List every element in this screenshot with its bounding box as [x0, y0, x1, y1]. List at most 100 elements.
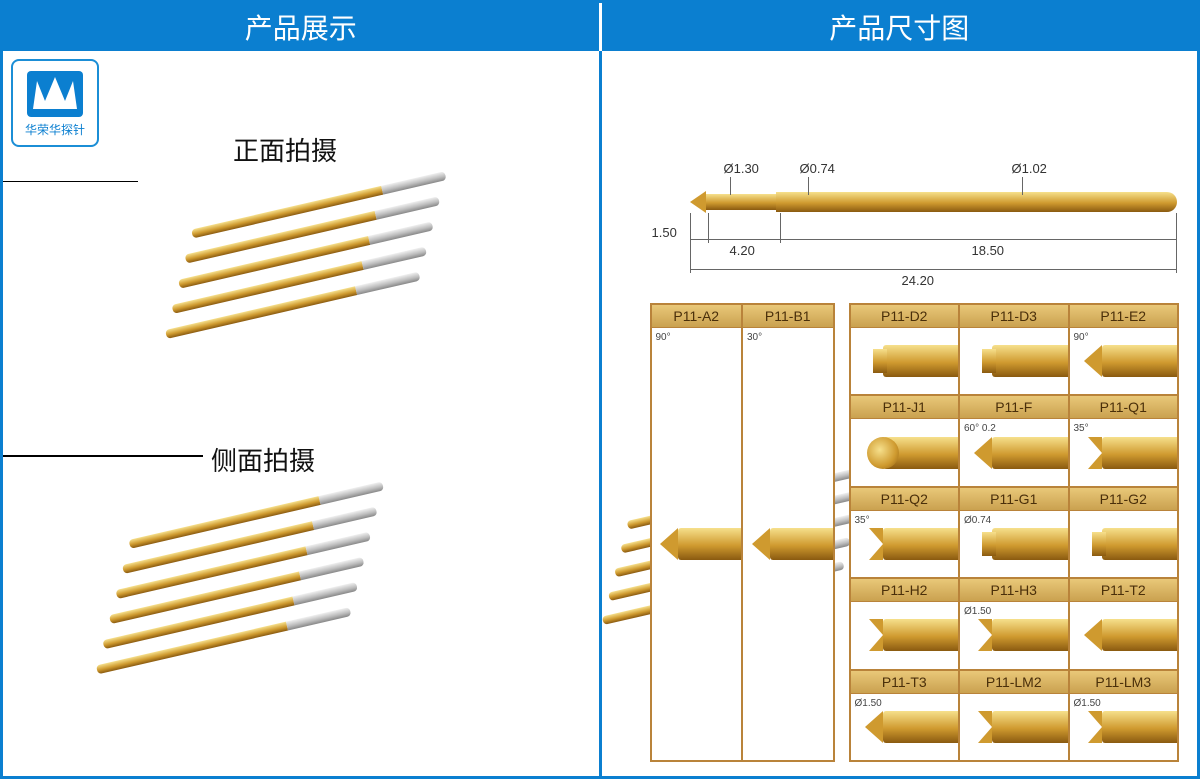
tip-grid: P11-D2 P11-D3 P11-E2 90° P11-J1: [849, 303, 1180, 762]
tip-cell: P11-J1: [850, 395, 960, 486]
tip-annotation: 35°: [1074, 423, 1089, 434]
tip-illustration: [851, 419, 959, 485]
tip-code-label: P11-H2: [851, 579, 959, 602]
leader-line: [730, 177, 731, 195]
tip-code-label: P11-F: [960, 396, 1068, 419]
tip-cell: P11-D2: [850, 304, 960, 395]
tip-code-label: P11-Q1: [1070, 396, 1178, 419]
dim-line: [780, 239, 1178, 240]
tip-illustration: 35°: [851, 511, 959, 577]
dia-tip-label: Ø1.30: [724, 161, 759, 176]
tip-illustration: 30°: [743, 328, 833, 760]
side-shot-label: 侧面拍摄: [211, 441, 315, 478]
ext-line: [780, 213, 781, 243]
dim-line: [690, 269, 1178, 270]
ext-line: [708, 213, 709, 243]
tip-illustration: [1070, 511, 1178, 577]
tip-annotation: 90°: [656, 332, 671, 343]
leader-line: [1022, 177, 1023, 195]
header-left-title: 产品展示: [3, 3, 599, 51]
tip-illustration: Ø1.50: [851, 694, 959, 760]
tip-cell: P11-G1 Ø0.74: [959, 487, 1069, 578]
logo-brand-text: 华荣华探针: [25, 121, 85, 138]
tip-code-label: P11-T2: [1070, 579, 1178, 602]
tip-annotation: 90°: [1074, 332, 1089, 343]
probe-tip-icon: [690, 191, 706, 213]
tip-style-table: P11-A2 90° P11-B1 30° P11-D2 P11-D3: [650, 303, 1180, 762]
tip-illustration: [851, 328, 959, 394]
probe-bundle-side: [111, 482, 413, 679]
tip-cell: P11-T3 Ø1.50: [850, 670, 960, 761]
tip-cell: P11-LM3 Ø1.50: [1069, 670, 1179, 761]
tip-code-label: P11-G1: [960, 488, 1068, 511]
tip-code-label: P11-LM3: [1070, 671, 1178, 694]
tip-cell: P11-B1 30°: [742, 304, 834, 761]
tip-illustration: [851, 602, 959, 668]
tip-illustration: 35°: [1070, 419, 1178, 485]
tip-cell: P11-D3: [959, 304, 1069, 395]
dimension-panel: Ø1.30 Ø0.74 Ø1.02 1.50 4.20 18.50 24.20: [602, 51, 1198, 776]
header-bar: 产品展示 产品尺寸图: [3, 3, 1197, 51]
tip-illustration: [1070, 602, 1178, 668]
tip-cell: P11-LM2: [959, 670, 1069, 761]
tip-left-pair: P11-A2 90° P11-B1 30°: [650, 303, 835, 762]
dim-line: [690, 239, 710, 240]
leader-line: [808, 177, 809, 195]
probe-seg1: [706, 194, 776, 210]
seg2-length-label: 18.50: [972, 243, 1005, 258]
divider-line-mid: [3, 455, 203, 457]
tip-cell: P11-H3 Ø1.50: [959, 578, 1069, 669]
content-row: 华荣华探针 正面拍摄 侧面拍摄: [3, 51, 1197, 776]
tip-cell: P11-A2 90°: [651, 304, 743, 761]
tip-annotation: Ø0.74: [964, 515, 991, 526]
tip-cell: P11-H2: [850, 578, 960, 669]
tip-code-label: P11-H3: [960, 579, 1068, 602]
tip-annotation: Ø1.50: [855, 698, 882, 709]
dimension-drawing: Ø1.30 Ø0.74 Ø1.02 1.50 4.20 18.50 24.20: [652, 161, 1178, 316]
tip-length-label: 1.50: [652, 225, 677, 240]
tip-cell: P11-G2: [1069, 487, 1179, 578]
product-display-panel: 华荣华探针 正面拍摄 侧面拍摄: [3, 51, 599, 776]
tip-annotation: Ø1.50: [964, 606, 991, 617]
tip-code-label: P11-Q2: [851, 488, 959, 511]
tip-illustration: Ø0.74: [960, 511, 1068, 577]
tip-code-label: P11-T3: [851, 671, 959, 694]
tip-illustration: [960, 694, 1068, 760]
tip-annotation: 35°: [855, 515, 870, 526]
logo-crown-icon: [25, 69, 85, 119]
tip-annotation: 30°: [747, 332, 762, 343]
dia-shaft1-label: Ø0.74: [800, 161, 835, 176]
seg1-length-label: 4.20: [730, 243, 755, 258]
probe-seg2: [776, 192, 1178, 212]
main-probe-diagram: [690, 191, 1178, 213]
tip-code-label: P11-J1: [851, 396, 959, 419]
tip-code-label: P11-G2: [1070, 488, 1178, 511]
tip-annotation: 60° 0.2: [964, 423, 996, 434]
tip-illustration: 90°: [652, 328, 742, 760]
tip-illustration: Ø1.50: [1070, 694, 1178, 760]
ext-line: [690, 213, 691, 273]
tip-illustration: 90°: [1070, 328, 1178, 394]
tip-code-label: P11-D3: [960, 305, 1068, 328]
tip-cell: P11-F 60° 0.2: [959, 395, 1069, 486]
probe-bundle-front: [174, 171, 471, 346]
tip-code-label: P11-A2: [652, 305, 742, 328]
tip-code-label: P11-LM2: [960, 671, 1068, 694]
tip-illustration: [960, 328, 1068, 394]
tip-cell: P11-E2 90°: [1069, 304, 1179, 395]
tip-annotation: Ø1.50: [1074, 698, 1101, 709]
dia-shaft2-label: Ø1.02: [1012, 161, 1047, 176]
tip-illustration: Ø1.50: [960, 602, 1068, 668]
ext-line: [1176, 213, 1177, 273]
tip-code-label: P11-E2: [1070, 305, 1178, 328]
total-length-label: 24.20: [902, 273, 935, 288]
tip-cell: P11-Q1 35°: [1069, 395, 1179, 486]
tip-code-label: P11-B1: [743, 305, 833, 328]
brand-logo: 华荣华探针: [11, 59, 99, 147]
dim-line: [710, 239, 780, 240]
tip-code-label: P11-D2: [851, 305, 959, 328]
front-shot-label: 正面拍摄: [233, 131, 337, 168]
divider-line-top: [3, 181, 138, 182]
tip-cell: P11-T2: [1069, 578, 1179, 669]
tip-cell: P11-Q2 35°: [850, 487, 960, 578]
